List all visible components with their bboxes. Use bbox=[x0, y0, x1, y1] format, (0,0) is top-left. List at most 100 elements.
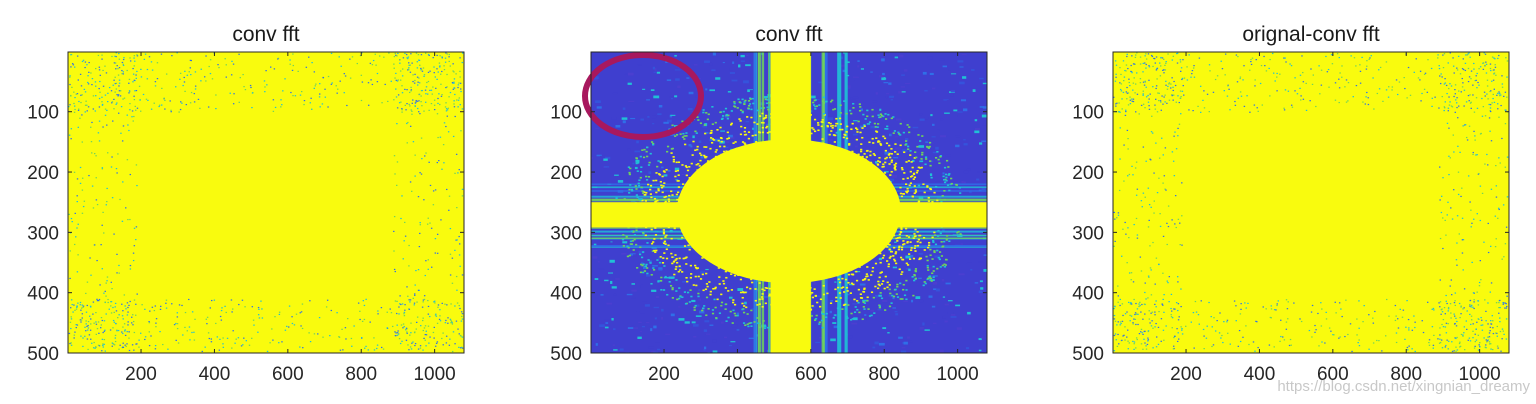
heatmap-cell bbox=[877, 123, 880, 125]
heatmap-cell bbox=[892, 266, 897, 269]
heatmap-cell bbox=[248, 344, 251, 346]
heatmap-cell bbox=[74, 212, 76, 215]
heatmap-cell bbox=[414, 293, 416, 295]
heatmap-cell bbox=[755, 140, 758, 143]
heatmap-cell bbox=[636, 310, 640, 313]
heatmap-cell bbox=[90, 126, 92, 128]
heatmap-cell bbox=[894, 143, 897, 145]
heatmap-cell bbox=[913, 157, 916, 159]
heatmap-cell bbox=[767, 108, 770, 111]
heatmap-cell bbox=[225, 76, 227, 78]
heatmap-cell bbox=[416, 61, 419, 63]
heatmap-cell bbox=[429, 89, 431, 91]
heatmap-cell bbox=[461, 188, 464, 190]
heatmap-cell bbox=[309, 102, 312, 104]
heatmap-cell bbox=[436, 233, 439, 235]
heatmap-cell bbox=[321, 103, 324, 105]
heatmap-cell bbox=[90, 141, 93, 143]
heatmap-cell bbox=[1470, 107, 1472, 109]
heatmap-cell bbox=[838, 281, 842, 284]
heatmap-cell bbox=[417, 54, 420, 56]
heatmap-cell bbox=[445, 52, 447, 54]
heatmap-cell bbox=[415, 269, 417, 272]
heatmap-cell bbox=[97, 300, 100, 302]
heatmap-cell bbox=[160, 305, 162, 307]
heatmap-cell bbox=[436, 161, 439, 164]
heatmap-cell bbox=[875, 137, 878, 139]
heatmap-cell bbox=[119, 90, 122, 92]
heatmap-cell bbox=[930, 176, 933, 179]
heatmap-cell bbox=[611, 317, 614, 321]
heatmap-cell bbox=[422, 299, 425, 301]
heatmap-cell bbox=[909, 150, 912, 152]
heatmap-cell bbox=[411, 102, 414, 104]
heatmap-cell bbox=[396, 184, 398, 186]
heatmap-cell bbox=[90, 338, 92, 340]
heatmap-cell bbox=[747, 137, 750, 140]
heatmap-cell bbox=[210, 341, 213, 343]
heatmap-cell bbox=[450, 303, 452, 305]
heatmap-cell bbox=[184, 326, 186, 329]
heatmap-cell bbox=[657, 348, 661, 351]
heatmap-cell bbox=[719, 126, 722, 129]
x-tick-label: 600 bbox=[795, 364, 827, 385]
heatmap-cell bbox=[948, 173, 951, 175]
heatmap-cell bbox=[454, 343, 456, 345]
heatmap-cell bbox=[395, 54, 397, 56]
heatmap-cell bbox=[747, 325, 750, 328]
heatmap-cell bbox=[646, 272, 649, 275]
heatmap-cell bbox=[870, 309, 875, 312]
heatmap-cell bbox=[300, 325, 302, 327]
heatmap-cell bbox=[441, 337, 443, 340]
heatmap-cell bbox=[766, 99, 769, 101]
heatmap-cell bbox=[456, 302, 459, 304]
heatmap-cell bbox=[445, 342, 448, 344]
heatmap-cell bbox=[809, 306, 816, 308]
heatmap-cell bbox=[700, 155, 704, 159]
heatmap-cell bbox=[109, 329, 112, 331]
heatmap-cell bbox=[721, 115, 725, 117]
heatmap-cell bbox=[859, 297, 863, 299]
heatmap-cell bbox=[859, 283, 866, 286]
heatmap-cell bbox=[136, 184, 138, 187]
heatmap-cell bbox=[75, 326, 77, 329]
heatmap-cell bbox=[758, 303, 761, 305]
heatmap-cell bbox=[128, 129, 130, 132]
heatmap-cell bbox=[70, 138, 72, 140]
heatmap-cell bbox=[668, 128, 671, 131]
heatmap-cell bbox=[238, 53, 240, 55]
heatmap-cell bbox=[983, 336, 987, 340]
heatmap-cell bbox=[408, 67, 410, 69]
heatmap-cell bbox=[150, 61, 153, 63]
heatmap-cell bbox=[72, 64, 75, 66]
heatmap-cell bbox=[239, 77, 241, 79]
heatmap-cell bbox=[704, 320, 710, 323]
heatmap-cell bbox=[126, 159, 129, 161]
heatmap-cell bbox=[939, 155, 943, 157]
heatmap-cell bbox=[810, 132, 813, 135]
heatmap-cell bbox=[414, 154, 416, 156]
heatmap-cell bbox=[1427, 59, 1429, 61]
heatmap-cell bbox=[69, 277, 71, 280]
heatmap-cell bbox=[894, 241, 897, 243]
heatmap-cell bbox=[716, 152, 719, 155]
heatmap-cell bbox=[325, 306, 328, 308]
heatmap-cell bbox=[610, 239, 615, 242]
heatmap-cell bbox=[671, 287, 674, 289]
heatmap-cell bbox=[742, 311, 746, 314]
heatmap-cell bbox=[655, 179, 658, 182]
heatmap-cell bbox=[414, 175, 416, 177]
heatmap-cell bbox=[412, 141, 415, 143]
heatmap-cell bbox=[942, 175, 945, 178]
heatmap-cell bbox=[763, 327, 767, 329]
heatmap-cell bbox=[932, 123, 935, 126]
heatmap-cell bbox=[1351, 350, 1353, 353]
heatmap-cell bbox=[901, 91, 906, 93]
heatmap-cell bbox=[945, 239, 948, 241]
heatmap-cell bbox=[878, 141, 881, 143]
heatmap-cell bbox=[957, 60, 964, 63]
heatmap-cell bbox=[811, 127, 814, 129]
heatmap-cell bbox=[303, 99, 306, 102]
heatmap-cell bbox=[95, 321, 97, 323]
heatmap-cell bbox=[840, 56, 844, 60]
